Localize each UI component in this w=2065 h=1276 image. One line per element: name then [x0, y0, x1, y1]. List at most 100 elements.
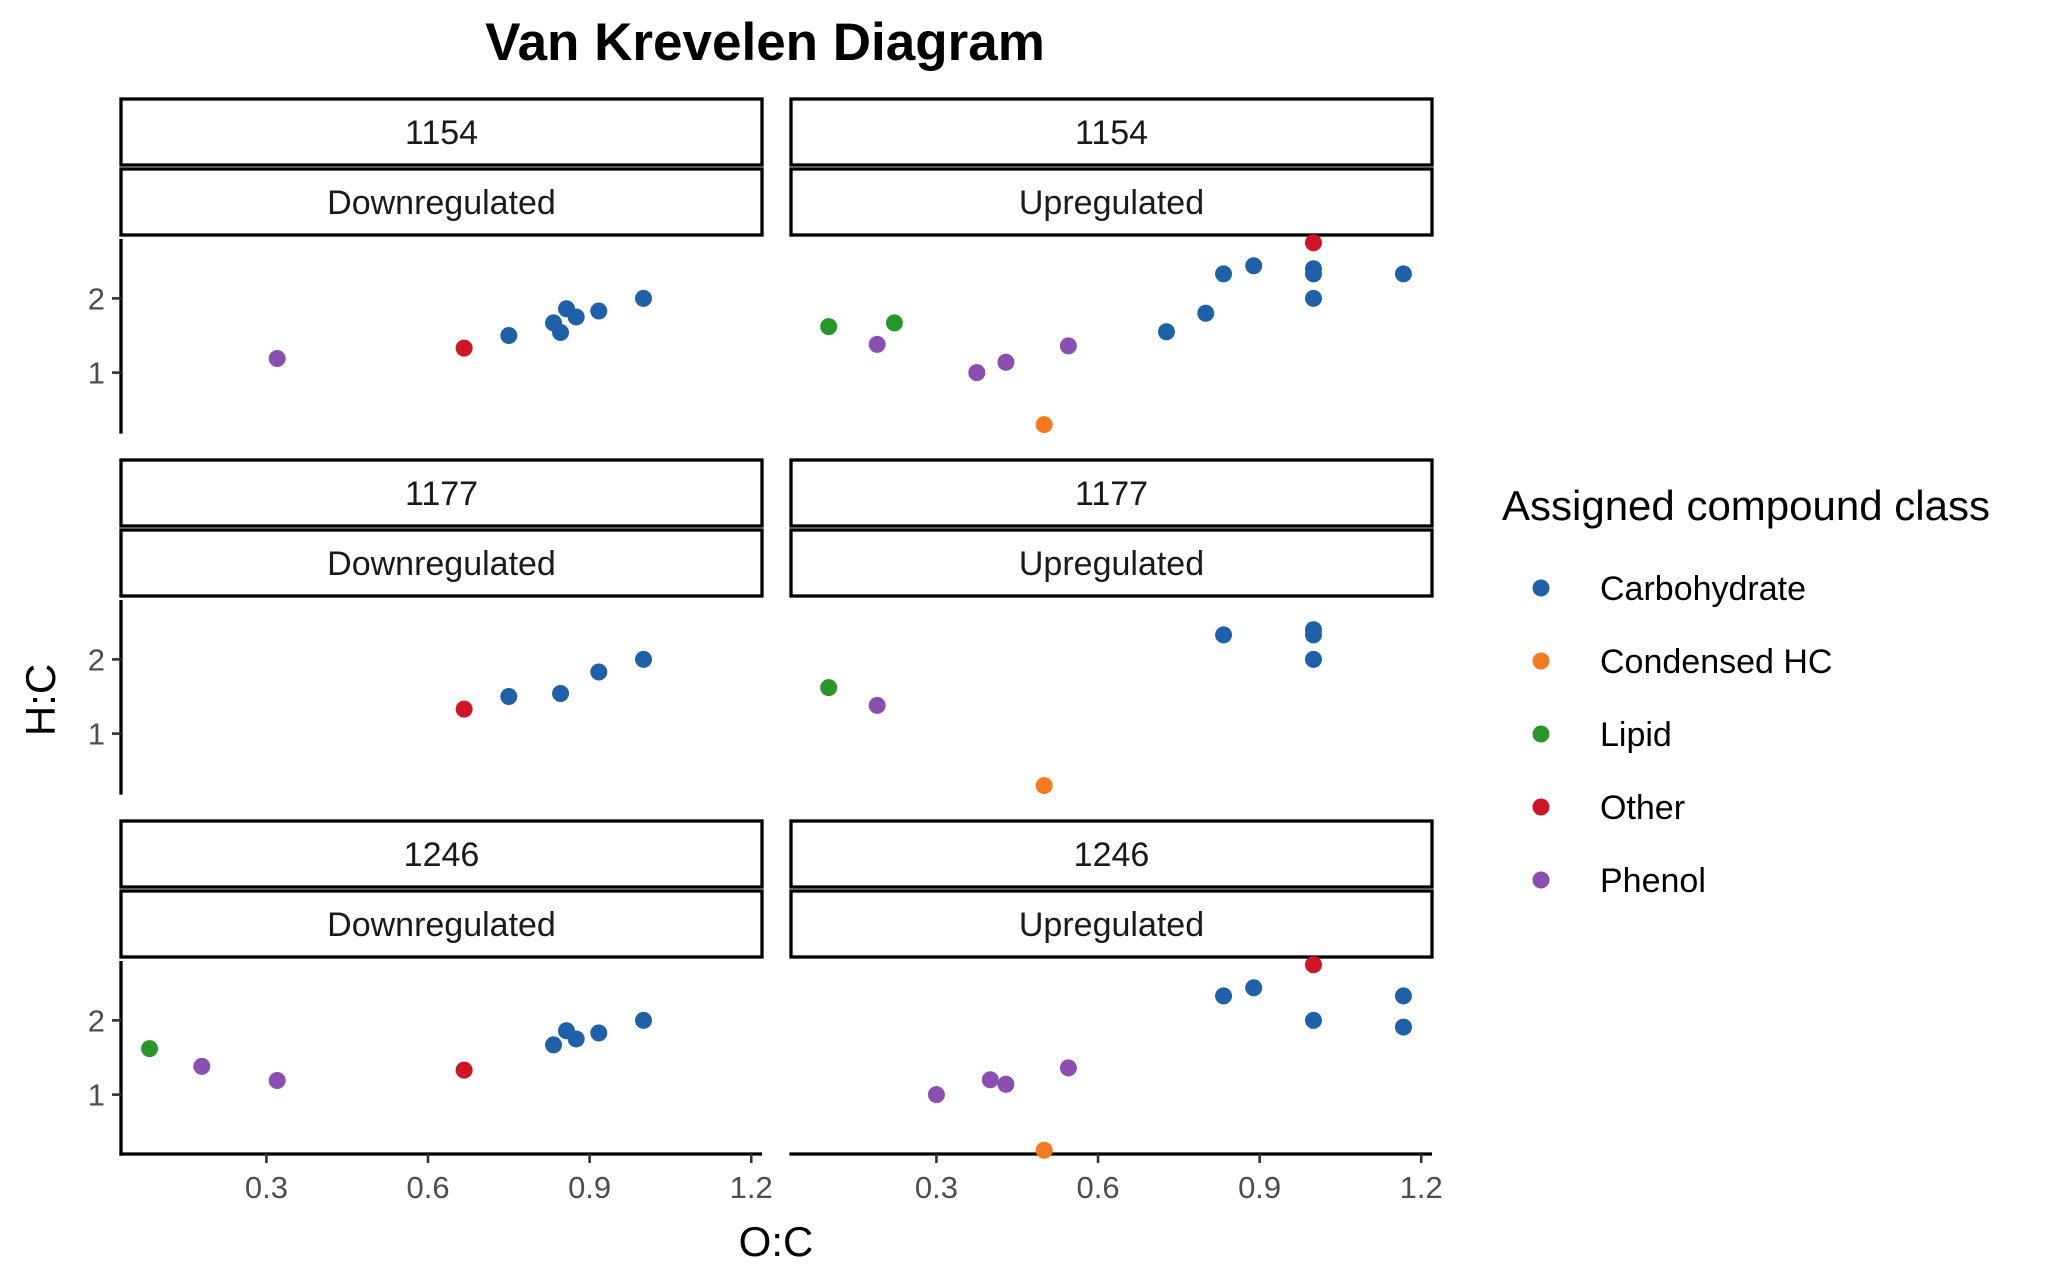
data-point-carbohydrate [1394, 265, 1412, 283]
y-tick-label: 1 [88, 356, 105, 391]
data-point-carbohydrate [590, 302, 608, 320]
strip-top-label: 1246 [1074, 836, 1150, 874]
data-point-carbohydrate [590, 663, 608, 681]
strip-bottom [789, 167, 1434, 237]
data-point-carbohydrate [1394, 987, 1412, 1005]
strip-bottom [789, 528, 1434, 598]
data-point-other [455, 700, 473, 718]
data-point-phenol [868, 335, 886, 353]
data-point-other [1304, 234, 1322, 252]
data-point-phenol [1059, 1059, 1077, 1077]
x-tick-label: 0.6 [1076, 1170, 1119, 1205]
data-point-phenol [981, 1071, 999, 1089]
data-point-condensed-hc [1035, 777, 1053, 795]
legend-entry-other: Other [1532, 789, 1685, 827]
x-tick-label: 1.2 [1400, 1170, 1443, 1205]
strip-bottom-label: Upregulated [1019, 906, 1204, 944]
data-point-carbohydrate [500, 327, 518, 344]
legend-entry-carbohydrate: Carbohydrate [1532, 570, 1806, 608]
legend-label: Phenol [1600, 862, 1706, 900]
data-point-carbohydrate [1215, 265, 1233, 283]
data-point-carbohydrate [1304, 650, 1322, 668]
strip-bottom-label: Upregulated [1019, 184, 1204, 222]
legend-key [1532, 798, 1550, 816]
data-point-carbohydrate [1157, 323, 1175, 341]
x-axis-title: O:C [739, 1218, 814, 1265]
data-point-carbohydrate [567, 1030, 585, 1048]
data-point-phenol [997, 353, 1015, 371]
legend: Assigned compound class Carbohydrate Cond… [1502, 482, 1990, 900]
strip-bottom-label: Downregulated [327, 184, 556, 222]
data-point-phenol [193, 1057, 211, 1075]
panel-1154-downregulated: 1154 Downregulated 1 2 [88, 97, 764, 434]
strip-bottom-label: Downregulated [327, 906, 556, 944]
data-point-carbohydrate [634, 650, 652, 668]
data-point-carbohydrate [500, 688, 518, 705]
y-tick-label: 1 [88, 717, 105, 752]
strip-top-label: 1154 [405, 114, 478, 152]
data-point-phenol [268, 350, 286, 368]
data-point-phenol [927, 1086, 945, 1104]
data-point-lipid [141, 1040, 159, 1058]
legend-label: Other [1600, 789, 1685, 827]
legend-key [1532, 652, 1550, 670]
data-point-lipid [885, 314, 903, 332]
data-point-carbohydrate [634, 289, 652, 307]
data-point-phenol [268, 1072, 286, 1090]
legend-key [1532, 579, 1550, 597]
data-point-carbohydrate [567, 308, 585, 326]
y-tick-label: 1 [88, 1078, 105, 1113]
legend-label: Carbohydrate [1600, 570, 1806, 608]
x-tick-label: 0.6 [406, 1170, 449, 1205]
data-point-lipid [820, 679, 838, 697]
data-point-carbohydrate [1197, 304, 1215, 322]
strip-top-label: 1177 [405, 475, 478, 513]
panel-1154-upregulated: 1154 Upregulated [789, 97, 1434, 434]
strip-top-label: 1246 [404, 836, 480, 874]
x-tick-label: 0.3 [915, 1170, 958, 1205]
data-point-phenol [968, 364, 986, 382]
strip-top [789, 458, 1434, 528]
strip-top [119, 458, 764, 528]
legend-entry-lipid: Lipid [1532, 716, 1672, 754]
data-point-phenol [1059, 337, 1077, 355]
data-point-carbohydrate [1304, 289, 1322, 307]
data-point-phenol [997, 1075, 1015, 1093]
legend-entry-condensed-hc: Condensed HC [1532, 643, 1832, 681]
data-point-carbohydrate [552, 324, 570, 342]
y-tick-label: 2 [88, 642, 105, 677]
legend-label: Lipid [1600, 716, 1672, 754]
data-point-carbohydrate [1394, 1018, 1412, 1036]
strip-bottom-label: Downregulated [327, 545, 556, 583]
data-point-carbohydrate [1215, 987, 1233, 1005]
legend-title: Assigned compound class [1502, 482, 1990, 529]
strip-top [789, 97, 1434, 167]
x-tick-label: 0.9 [568, 1170, 611, 1205]
data-point-phenol [868, 696, 886, 714]
panel-1246-downregulated: 1246 Downregulated 1 2 0.3 0.6 0.9 1.2 [88, 819, 773, 1205]
strip-bottom [119, 889, 764, 959]
strip-top [119, 97, 764, 167]
data-point-carbohydrate [634, 1011, 652, 1029]
strip-bottom-label: Upregulated [1019, 545, 1204, 583]
strip-top [119, 819, 764, 889]
data-point-other [455, 339, 473, 357]
data-point-carbohydrate [1245, 257, 1263, 275]
data-point-carbohydrate [552, 685, 570, 703]
data-point-condensed-hc [1035, 1141, 1053, 1159]
chart-title: Van Krevelen Diagram [485, 13, 1045, 72]
data-point-carbohydrate [1304, 1011, 1322, 1029]
strip-bottom [789, 889, 1434, 959]
panel-1177-downregulated: 1177 Downregulated 1 2 [88, 458, 764, 795]
facet-panels: 1154 Downregulated 1 2 1154 Upregulated 1177 Do… [88, 97, 1443, 1205]
data-point-other [455, 1061, 473, 1079]
data-point-carbohydrate [1245, 979, 1263, 997]
data-point-carbohydrate [1215, 626, 1233, 644]
data-point-carbohydrate [1304, 626, 1322, 644]
data-point-other [1304, 956, 1322, 974]
strip-top-label: 1177 [1075, 475, 1148, 513]
data-point-carbohydrate [590, 1024, 608, 1042]
strip-bottom [119, 167, 764, 237]
strip-bottom [119, 528, 764, 598]
